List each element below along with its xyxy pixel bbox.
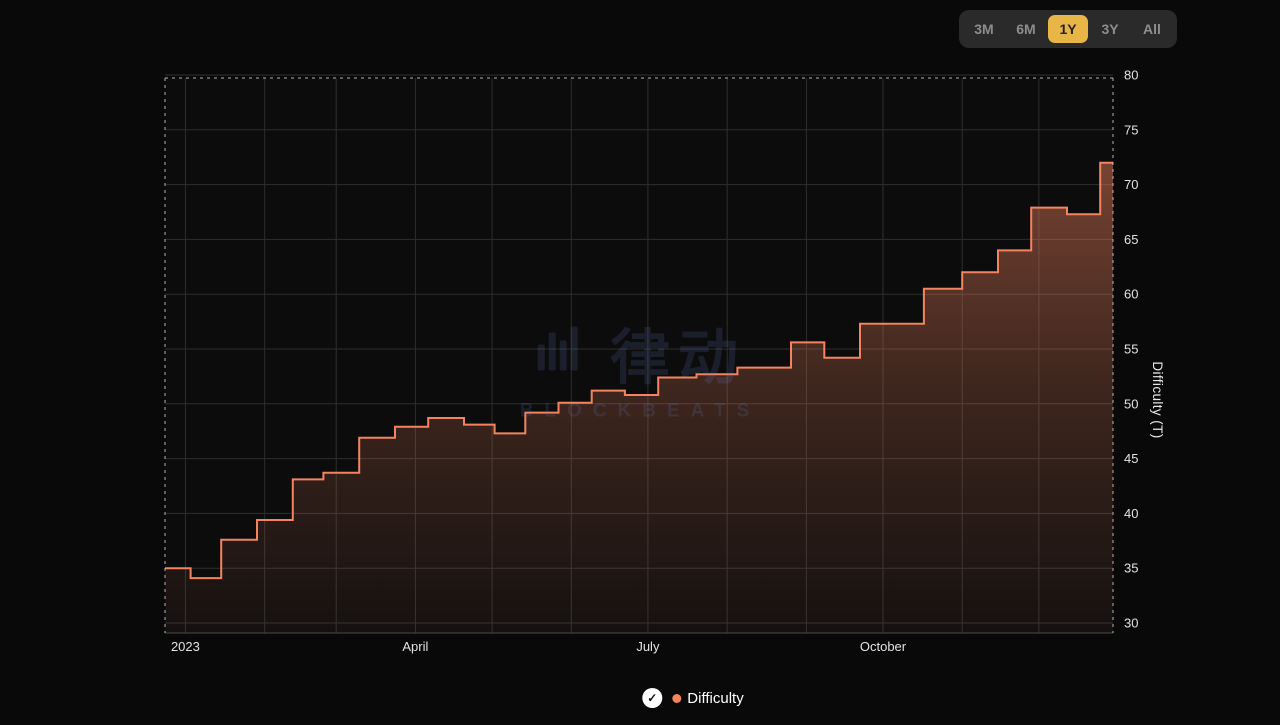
range-button-3m[interactable]: 3M [964, 15, 1004, 43]
y-tick-label: 75 [1124, 122, 1138, 137]
series-area [165, 162, 1113, 633]
y-tick-label: 45 [1124, 451, 1138, 466]
y-tick-label: 50 [1124, 396, 1138, 411]
y-tick-label: 35 [1124, 561, 1138, 576]
x-tick-label: 2023 [171, 639, 200, 654]
legend-series-dot [672, 693, 682, 703]
y-tick-label: 70 [1124, 177, 1138, 192]
legend-series-label: Difficulty [687, 689, 744, 707]
y-tick-label: 80 [1124, 68, 1138, 83]
range-button-6m[interactable]: 6M [1006, 15, 1046, 43]
x-tick-label: April [402, 639, 428, 654]
y-tick-label: 60 [1124, 287, 1138, 302]
range-button-3y[interactable]: 3Y [1090, 15, 1130, 43]
range-button-all[interactable]: All [1132, 15, 1172, 43]
y-axis-title: Difficulty (T) [1150, 361, 1165, 439]
series-line [165, 161, 1113, 580]
legend-checkbox[interactable]: ✓ [642, 688, 663, 708]
y-tick-label: 40 [1124, 506, 1138, 521]
x-tick-label: October [860, 639, 907, 654]
x-tick-label: July [636, 639, 660, 654]
y-tick-label: 30 [1124, 616, 1138, 631]
range-selector: 3M 6M 1Y 3Y All [959, 10, 1177, 48]
chart-legend: ✓ Difficulty [642, 688, 744, 708]
y-tick-label: 55 [1124, 342, 1138, 357]
y-tick-label: 65 [1124, 232, 1138, 247]
range-button-1y[interactable]: 1Y [1048, 15, 1088, 43]
legend-item-difficulty[interactable]: Difficulty [672, 689, 744, 707]
